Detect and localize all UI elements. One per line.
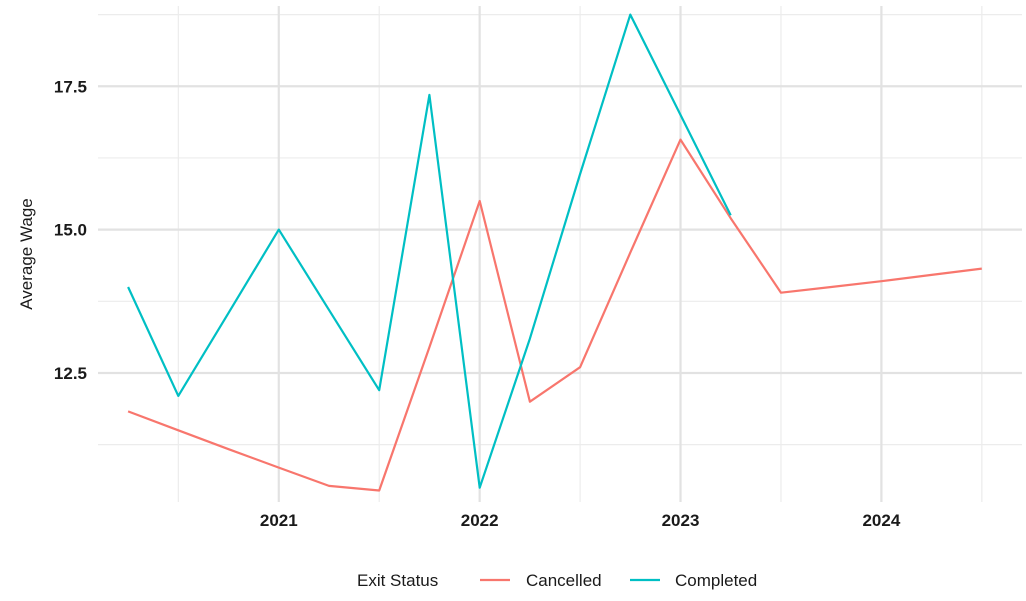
y-tick-label: 17.5 xyxy=(54,77,87,96)
legend: Exit Status Cancelled Completed xyxy=(357,571,757,590)
x-tick-label: 2022 xyxy=(461,511,499,530)
series-line-completed xyxy=(127,13,732,489)
y-axis-title: Average Wage xyxy=(17,198,36,310)
legend-label-completed: Completed xyxy=(675,571,757,590)
minor-gridlines xyxy=(98,6,1022,502)
y-axis-tick-labels: 12.5 15.0 17.5 xyxy=(54,77,87,383)
major-gridlines xyxy=(98,6,1022,502)
x-tick-label: 2023 xyxy=(662,511,700,530)
legend-label-cancelled: Cancelled xyxy=(526,571,602,590)
y-tick-label: 12.5 xyxy=(54,364,87,383)
series-lines xyxy=(127,13,982,492)
x-axis-tick-labels: 2021 2022 2023 2024 xyxy=(260,511,901,530)
legend-title: Exit Status xyxy=(357,571,438,590)
y-tick-label: 15.0 xyxy=(54,221,87,240)
x-tick-label: 2024 xyxy=(862,511,900,530)
x-tick-label: 2021 xyxy=(260,511,298,530)
series-line-cancelled xyxy=(127,138,982,492)
